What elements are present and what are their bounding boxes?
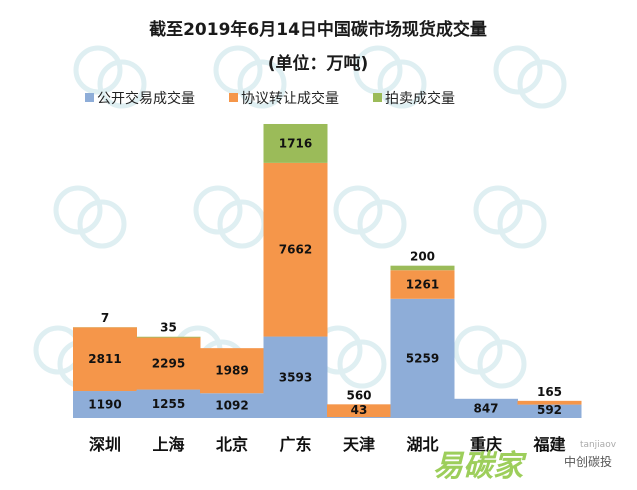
watermark-url: tanjiaov — [580, 440, 617, 450]
category-label: 上海 — [152, 435, 184, 454]
bar-segment — [327, 404, 391, 418]
watermark-circle — [193, 185, 243, 235]
legend-label: 协议转让成交量 — [241, 90, 339, 107]
watermark-name: 中创碳投 — [564, 454, 612, 469]
data-label: 2295 — [152, 357, 185, 371]
data-label: 1989 — [215, 364, 248, 378]
data-label: 1092 — [215, 399, 248, 413]
data-label: 2811 — [88, 352, 121, 366]
data-label: 1255 — [152, 397, 185, 411]
category-labels: 深圳 上海 北京 广东 天津 湖北 重庆 福建 — [89, 435, 566, 454]
watermark-circle — [517, 59, 567, 109]
watermark-circle — [337, 339, 387, 389]
watermark-circle — [353, 45, 403, 95]
footer-watermark: 易碳家 中创碳投 tanjiaov — [433, 440, 617, 484]
bar-segment — [73, 327, 137, 392]
watermark-circle — [53, 185, 103, 235]
category-label: 深圳 — [89, 435, 121, 454]
bar-segment — [517, 400, 582, 405]
bar-segment — [390, 265, 455, 271]
watermark-circle — [493, 45, 543, 95]
watermark-circle — [377, 59, 427, 109]
bar-segment — [136, 389, 201, 418]
category-label: 天津 — [343, 435, 375, 454]
bar-segment — [200, 348, 264, 394]
bar-segment — [390, 270, 455, 299]
watermark-circle — [357, 199, 407, 249]
bars-group: 1190 2811 7 1255 2295 35 1092 1989 3593 7662 1716 4… — [73, 123, 582, 418]
data-label: 7 — [101, 311, 109, 325]
bar-segment — [263, 336, 328, 418]
watermark-circle — [77, 199, 127, 249]
legend-swatch — [373, 93, 382, 102]
legend-swatch — [85, 93, 94, 102]
data-label: 847 — [473, 401, 498, 415]
watermark-circle — [477, 339, 527, 389]
data-label: 1716 — [279, 136, 312, 150]
legend-label: 公开交易成交量 — [97, 90, 195, 107]
watermark-circle — [333, 185, 383, 235]
chart-title: 截至2019年6月14日中国碳市场现货成交量 — [149, 19, 487, 40]
bar-segment — [263, 162, 328, 337]
bar-segment — [73, 391, 137, 418]
legend-swatch — [229, 93, 238, 102]
watermark-circle — [213, 45, 263, 95]
data-label: 1261 — [406, 278, 439, 292]
watermark-circle — [237, 59, 287, 109]
bar-segment — [136, 336, 201, 338]
category-label: 广东 — [279, 435, 311, 454]
chart-subtitle: (单位：万吨) — [268, 53, 369, 74]
category-label: 湖北 — [406, 435, 438, 454]
data-label: 1190 — [88, 398, 121, 412]
watermark-circle — [73, 45, 123, 95]
data-label: 200 — [410, 250, 435, 264]
category-label: 重庆 — [470, 435, 502, 454]
data-label: 7662 — [279, 243, 312, 257]
bar-segment — [390, 298, 455, 418]
bar-segment — [136, 337, 201, 390]
data-label: 43 — [351, 403, 368, 417]
data-label: 560 — [346, 388, 371, 402]
bar-segment — [200, 393, 264, 418]
watermark-circle — [97, 59, 147, 109]
bar-segment — [517, 404, 582, 418]
bar-segment — [454, 398, 518, 418]
data-label: 3593 — [279, 370, 312, 384]
chart-legend: 公开交易成交量 协议转让成交量 拍卖成交量 — [85, 90, 455, 107]
legend-label: 拍卖成交量 — [385, 90, 455, 107]
watermark-circle — [473, 185, 523, 235]
bar-segment — [263, 123, 328, 163]
category-label: 北京 — [216, 435, 248, 454]
data-label: 35 — [160, 321, 177, 335]
bar-segment — [327, 417, 391, 418]
watermark-logo: 易碳家 — [433, 449, 527, 484]
data-label: 5259 — [406, 351, 439, 365]
watermark-circle — [497, 199, 547, 249]
data-label: 165 — [537, 385, 562, 399]
category-label: 福建 — [532, 435, 565, 454]
data-label: 592 — [537, 403, 562, 417]
watermark-circle — [453, 325, 503, 375]
